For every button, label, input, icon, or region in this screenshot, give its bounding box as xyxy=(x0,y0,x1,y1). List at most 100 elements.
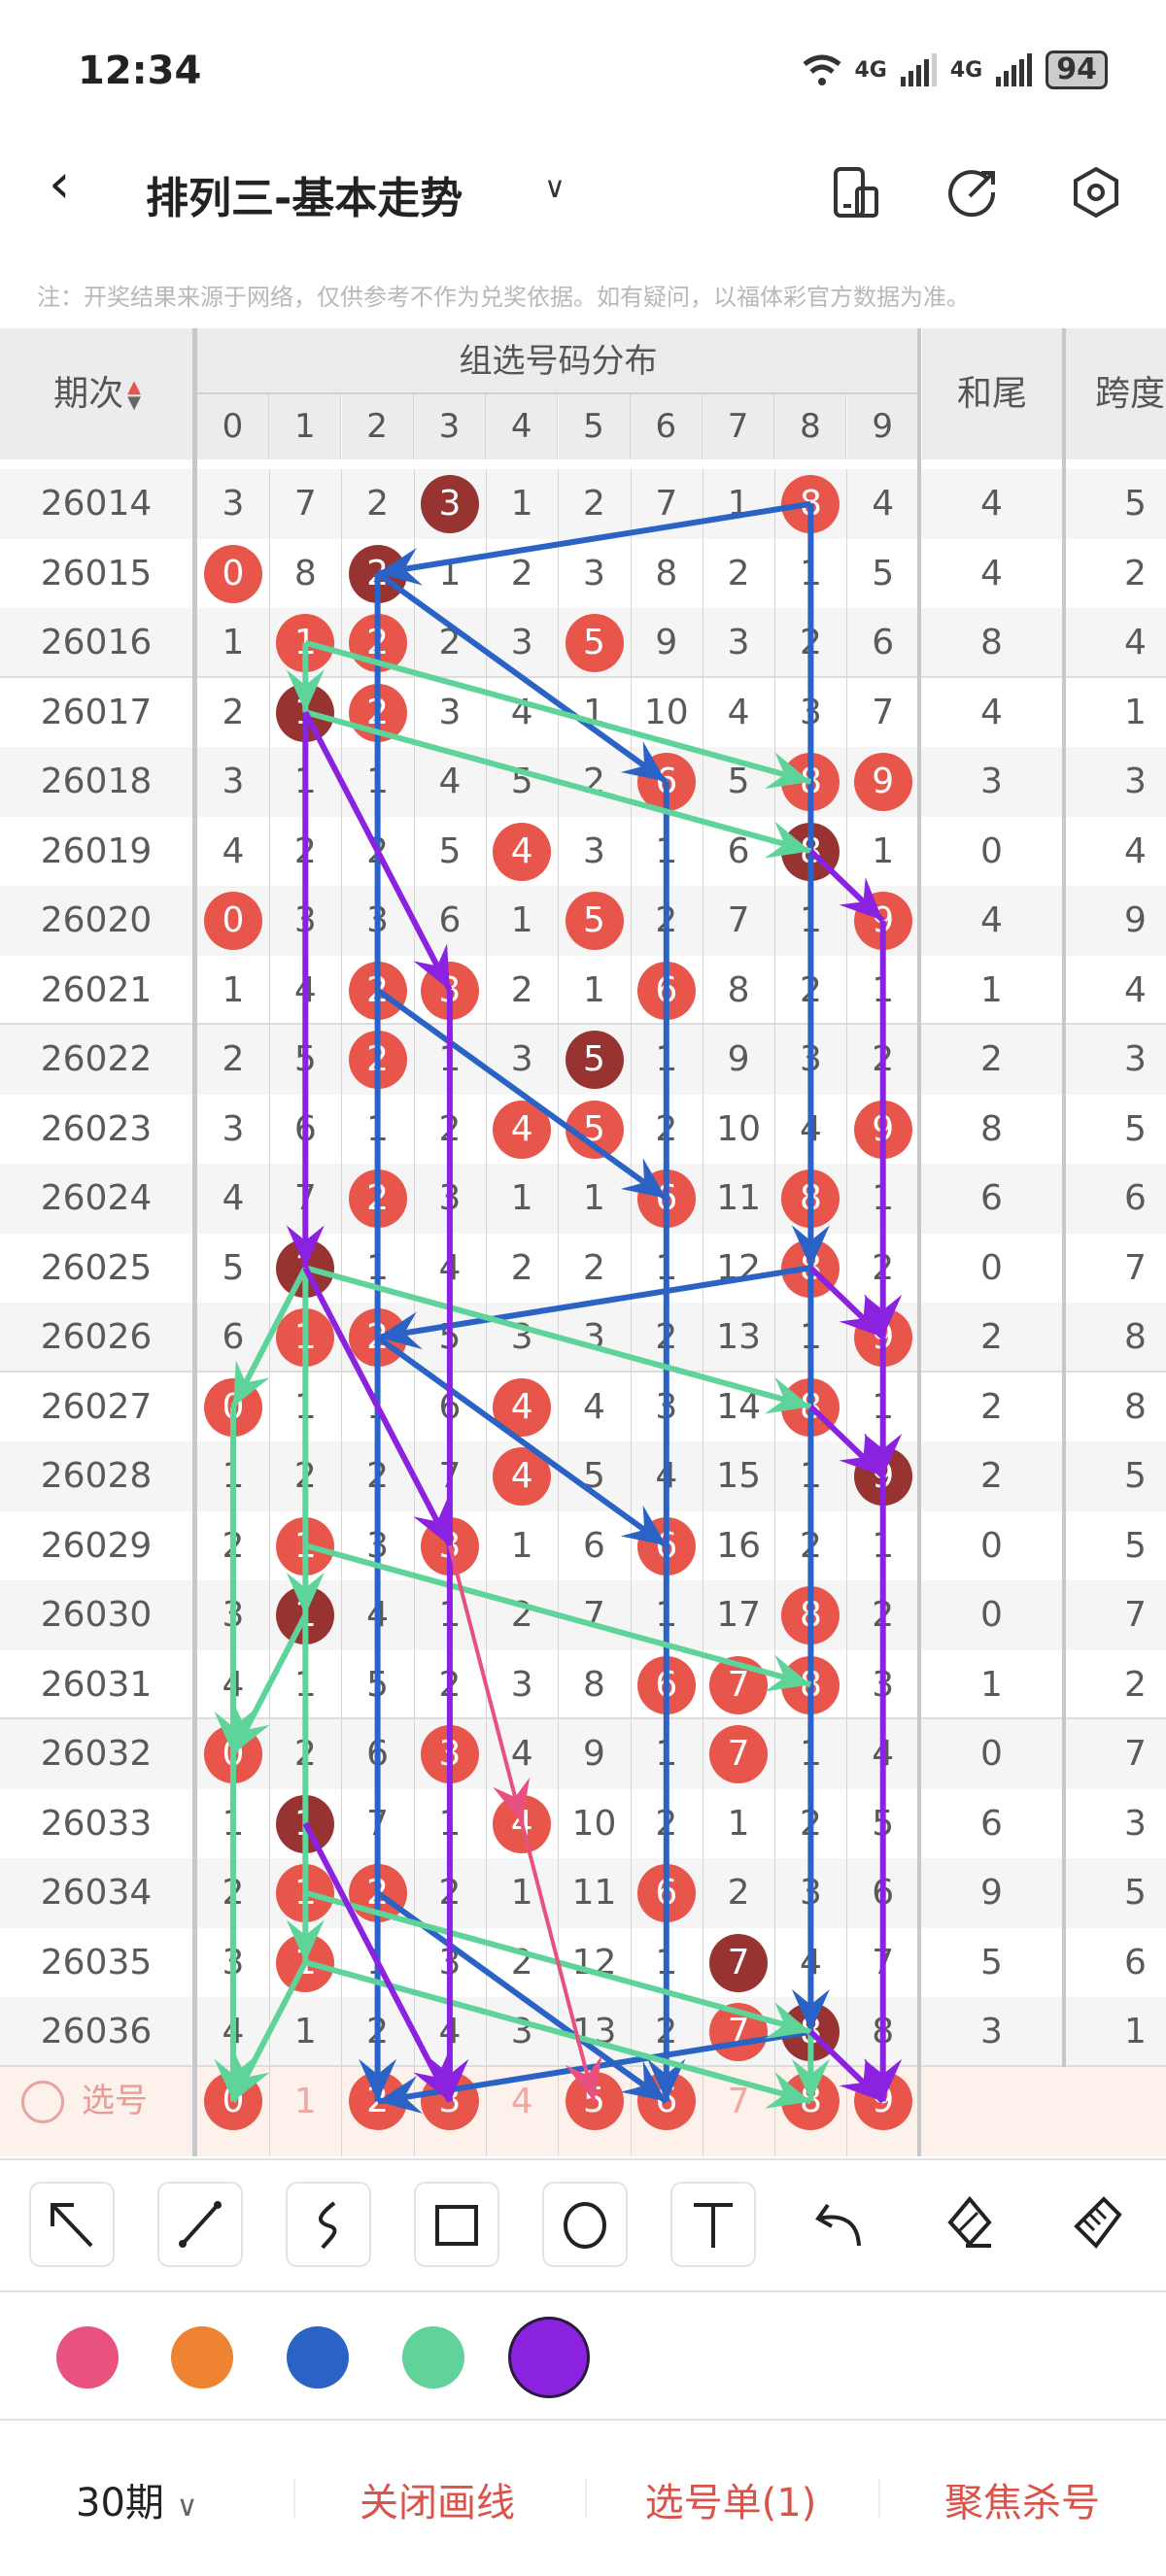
repeat-ball[interactable]: 3 xyxy=(420,475,479,533)
green-arrowhead xyxy=(233,2054,270,2102)
grid-line xyxy=(558,886,560,956)
blue-drawn-line[interactable] xyxy=(375,570,669,785)
color-swatch-green[interactable] xyxy=(402,2326,464,2389)
grid-line xyxy=(774,538,776,608)
period-count-select[interactable]: 30期 ∨ xyxy=(76,2471,198,2527)
color-swatch-purple[interactable] xyxy=(508,2317,590,2398)
select-label[interactable]: 选号 xyxy=(21,2077,148,2125)
grid-line xyxy=(413,2066,415,2156)
green-drawn-line[interactable] xyxy=(304,1265,812,1410)
sum-tail-cell: 4 xyxy=(980,553,1003,593)
period-cell: 26020 xyxy=(40,900,153,940)
text-tool-button[interactable] xyxy=(670,2182,756,2267)
miss-count: 4 xyxy=(222,1178,245,1218)
grid-line xyxy=(774,1788,776,1858)
grid-line xyxy=(630,1858,632,1928)
clock: 12:34 xyxy=(78,49,202,93)
purple-drawn-line[interactable] xyxy=(302,1821,453,2103)
grid-line xyxy=(485,1719,487,1789)
close-drawing-button[interactable]: 关闭画线 xyxy=(360,2481,515,2525)
grid-line xyxy=(341,1649,343,1719)
period-cell: 26033 xyxy=(40,1803,153,1844)
color-swatch-blue[interactable] xyxy=(287,2326,349,2389)
color-swatch-orange[interactable] xyxy=(171,2326,233,2389)
period-header[interactable]: 期次 ▲ ▼ xyxy=(0,328,194,459)
device-switch-icon[interactable] xyxy=(828,163,886,221)
arrow-tool-button[interactable] xyxy=(29,2182,115,2267)
grid-line xyxy=(341,1025,343,1095)
page-title[interactable]: 排列三-基本走势 xyxy=(146,174,463,223)
share-icon[interactable] xyxy=(944,163,1003,221)
grid-line xyxy=(558,816,560,886)
line-tool-button[interactable] xyxy=(157,2182,243,2267)
circle-tool-button[interactable] xyxy=(542,2182,628,2267)
settings-icon[interactable] xyxy=(1067,163,1125,221)
unselected-digit[interactable]: 1 xyxy=(293,2081,317,2121)
color-swatch-pink[interactable] xyxy=(56,2326,119,2389)
purple-drawn-line[interactable] xyxy=(302,1266,453,1547)
grid-line xyxy=(269,2066,270,2156)
repeat-ball[interactable]: 7 xyxy=(709,1933,769,1992)
grid-line xyxy=(413,816,415,886)
grid-line xyxy=(630,1997,632,2067)
eraser-icon[interactable] xyxy=(927,2182,1012,2267)
grid-line xyxy=(485,886,487,956)
hit-ball[interactable]: 4 xyxy=(493,822,552,881)
miss-count: 7 xyxy=(655,484,678,524)
grid-line xyxy=(485,1372,487,1441)
hit-ball[interactable]: 5 xyxy=(565,892,624,950)
hit-ball[interactable]: 4 xyxy=(493,1100,552,1159)
grid-line xyxy=(774,1858,776,1928)
hit-ball[interactable]: 0 xyxy=(204,892,262,950)
blue-drawn-line[interactable] xyxy=(375,1335,669,1548)
pink-drawn-line[interactable] xyxy=(447,1544,525,1824)
pink-drawn-line[interactable] xyxy=(520,1822,597,2103)
period-cell: 26015 xyxy=(40,553,153,593)
drawing-overlay[interactable] xyxy=(0,328,1166,2156)
period-cell: 26019 xyxy=(40,830,153,871)
focus-kill-button[interactable]: 聚焦杀号 xyxy=(944,2481,1100,2525)
status-bar: 12:34 4G 4G 94 xyxy=(0,0,1166,126)
clear-brush-icon[interactable] xyxy=(1055,2182,1141,2267)
green-arrowhead xyxy=(286,1572,325,1615)
arrow-icon xyxy=(51,2203,93,2248)
period-cell: 26034 xyxy=(40,1873,153,1913)
grid-line xyxy=(846,538,848,608)
grid-line xyxy=(341,1997,343,2067)
unselected-digit[interactable]: 4 xyxy=(510,2081,533,2121)
grid-line xyxy=(846,677,848,747)
grid-line xyxy=(413,538,415,608)
purple-drawn-line[interactable] xyxy=(302,710,453,992)
signal-icon xyxy=(996,53,1033,86)
green-arrowhead xyxy=(286,669,325,713)
miss-count: 10 xyxy=(643,692,689,732)
unselected-digit[interactable]: 7 xyxy=(727,2081,750,2121)
hit-ball[interactable]: 5 xyxy=(565,614,624,672)
pick-list-button[interactable]: 选号单(1) xyxy=(644,2481,817,2525)
grid-line xyxy=(774,1303,776,1373)
back-icon[interactable]: ‹ xyxy=(49,153,71,216)
radio-icon[interactable] xyxy=(21,2081,64,2123)
hit-ball[interactable]: 0 xyxy=(204,544,262,603)
grid-line xyxy=(630,1649,632,1719)
grid-line xyxy=(630,677,632,747)
green-drawn-line[interactable] xyxy=(304,639,812,785)
hit-ball[interactable]: 9 xyxy=(853,753,912,811)
miss-count: 2 xyxy=(583,1247,605,1288)
green-drawn-line[interactable] xyxy=(304,709,812,855)
sort-icon[interactable]: ▲ ▼ xyxy=(127,377,141,413)
green-drawn-line[interactable] xyxy=(304,1542,812,1688)
grid-line xyxy=(485,1510,487,1580)
undo-icon[interactable] xyxy=(799,2182,884,2267)
blue-drawn-line[interactable] xyxy=(377,500,811,577)
rectangle-tool-button[interactable] xyxy=(414,2182,499,2267)
blue-drawn-line[interactable] xyxy=(375,987,669,1202)
chevron-down-icon[interactable]: ∨ xyxy=(544,171,566,205)
repeat-ball[interactable]: 5 xyxy=(565,1031,624,1089)
freehand-tool-button[interactable] xyxy=(286,2182,371,2267)
hit-ball[interactable]: 7 xyxy=(709,1725,769,1783)
sum-tail-cell: 1 xyxy=(980,969,1003,1010)
miss-count: 15 xyxy=(716,1456,761,1496)
miss-count: 7 xyxy=(872,692,895,732)
grid-line xyxy=(341,1510,343,1580)
